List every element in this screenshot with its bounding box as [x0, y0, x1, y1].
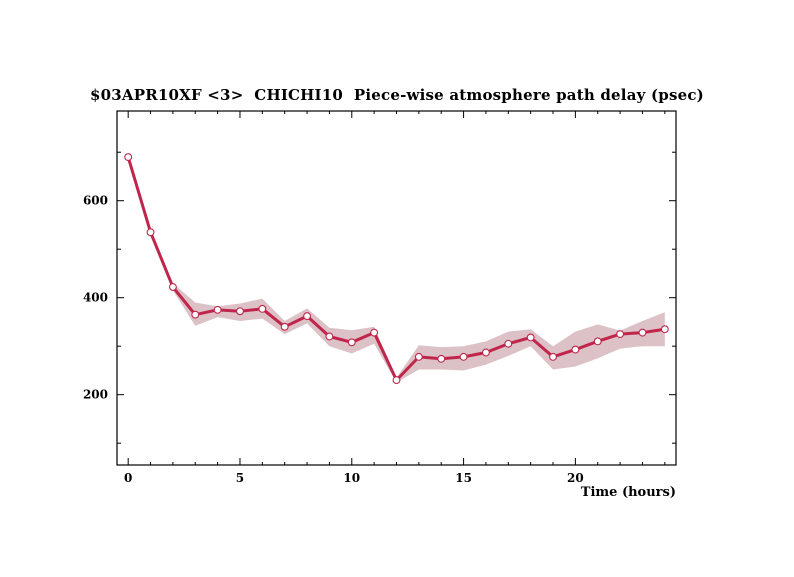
x-tick-label: 0	[124, 471, 132, 485]
data-point	[303, 312, 312, 321]
data-point	[347, 338, 356, 347]
data-point	[526, 333, 535, 342]
data-point	[504, 339, 513, 348]
axis-tick-layer	[117, 111, 676, 465]
data-point	[660, 325, 669, 334]
x-tick-label: 20	[567, 471, 584, 485]
x-tick-label: 5	[236, 471, 244, 485]
data-point	[481, 348, 490, 357]
confidence-band-layer	[128, 152, 665, 383]
data-marker-layer	[124, 153, 669, 385]
x-tick-label: 15	[455, 471, 472, 485]
series-line	[126, 156, 666, 382]
x-axis-title: Time (hours)	[581, 485, 676, 500]
y-tick-label: 400	[83, 291, 108, 305]
data-point	[146, 228, 155, 237]
tick-label-layer: 0 5 10 15 20 200 400 600	[83, 194, 584, 485]
data-point	[616, 330, 625, 339]
data-point	[124, 153, 133, 162]
confidence-band	[128, 152, 665, 383]
data-point	[191, 310, 200, 319]
data-point	[258, 304, 267, 313]
data-point	[213, 305, 222, 314]
series-line-layer	[126, 156, 666, 382]
data-point	[392, 376, 401, 385]
data-point	[280, 322, 289, 331]
data-point	[571, 345, 580, 354]
data-point	[437, 354, 446, 363]
y-tick-label: 200	[83, 388, 108, 402]
x-tick-label: 10	[343, 471, 360, 485]
data-point	[414, 352, 423, 361]
y-tick-label: 600	[83, 194, 108, 208]
data-point	[236, 307, 244, 316]
plot-frame	[116, 110, 677, 466]
data-point	[593, 337, 602, 346]
data-point	[325, 332, 334, 341]
data-point	[459, 352, 468, 361]
chart-title: $03APR10XF <3> CHICHI10 Piece-wise atmos…	[90, 86, 704, 104]
data-point	[370, 328, 379, 337]
data-point	[638, 328, 647, 337]
data-point	[168, 283, 177, 291]
data-point	[549, 352, 557, 361]
